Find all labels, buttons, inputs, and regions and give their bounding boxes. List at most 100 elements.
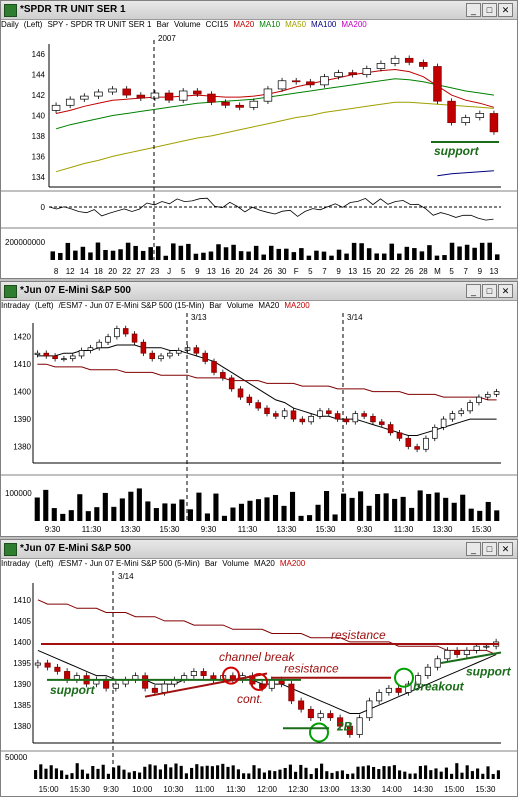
candle-bar bbox=[114, 328, 120, 338]
maximize-button[interactable]: □ bbox=[482, 284, 497, 298]
chart-app-icon bbox=[4, 543, 17, 556]
volume-bar bbox=[145, 501, 151, 521]
candle-bar bbox=[122, 88, 131, 96]
volume-bar bbox=[132, 771, 136, 779]
x-tick-label: J bbox=[167, 267, 171, 276]
candle-bar bbox=[273, 413, 279, 417]
y-tick-label: 140 bbox=[32, 112, 46, 121]
volume-bar bbox=[496, 770, 500, 779]
volume-bar bbox=[201, 252, 206, 260]
volume-bar bbox=[51, 508, 57, 521]
title-bar[interactable]: *Jun 07 E-Mini S&P 500 _ □ ✕ bbox=[1, 540, 517, 559]
candle-bar bbox=[361, 413, 367, 417]
volume-bar bbox=[374, 253, 379, 260]
volume-bar bbox=[264, 497, 270, 521]
candle-bar bbox=[64, 671, 71, 681]
x-tick-label: 9 bbox=[195, 267, 200, 276]
candle-bar bbox=[461, 117, 470, 123]
candle-bar bbox=[140, 341, 147, 354]
header-item: MA20 bbox=[233, 20, 255, 29]
volume-bar bbox=[476, 768, 480, 779]
highlight-circle bbox=[394, 667, 414, 688]
volume-bar bbox=[143, 766, 147, 779]
volume-bar bbox=[460, 494, 466, 521]
volume-bar bbox=[413, 773, 417, 779]
volume-bar bbox=[284, 248, 289, 260]
title-bar[interactable]: *Jun 07 E-Mini S&P 500 _ □ ✕ bbox=[1, 282, 517, 301]
y-tick-label: 1390 bbox=[13, 415, 31, 424]
y-tick-label: 134 bbox=[32, 173, 46, 182]
candle-bar bbox=[370, 415, 376, 423]
maximize-button[interactable]: □ bbox=[482, 3, 497, 17]
volume-bar bbox=[221, 763, 225, 779]
candle-bar bbox=[164, 92, 174, 101]
y-tick-label: 1390 bbox=[13, 680, 31, 689]
close-button[interactable]: ✕ bbox=[498, 3, 513, 17]
volume-bar bbox=[103, 249, 108, 260]
candle-bar bbox=[419, 62, 428, 67]
candle-bar bbox=[69, 355, 76, 360]
candle-bar bbox=[395, 687, 402, 693]
candle-bar bbox=[326, 410, 332, 414]
volume-bar bbox=[75, 763, 79, 779]
candle-bar bbox=[184, 347, 191, 351]
volume-tick-label: 200000000 bbox=[5, 238, 46, 247]
chart-header: Intraday (Left) /ESM7 - Jun 07 E-Mini S&P … bbox=[1, 559, 517, 571]
minimize-button[interactable]: _ bbox=[466, 542, 481, 556]
volume-bar bbox=[163, 255, 169, 260]
volume-bar bbox=[80, 246, 86, 260]
close-button[interactable]: ✕ bbox=[498, 542, 513, 556]
x-tick-label: 9:30 bbox=[201, 525, 217, 534]
header-item: Bar bbox=[209, 301, 222, 310]
volume-bar bbox=[133, 245, 138, 260]
candle-bar bbox=[447, 100, 456, 123]
x-tick-label: 13 bbox=[348, 267, 357, 276]
volume-bar bbox=[272, 494, 279, 521]
candle-bar bbox=[415, 675, 422, 685]
candle-bar bbox=[299, 418, 306, 423]
x-tick-label: 15:30 bbox=[475, 785, 496, 794]
volume-bar bbox=[283, 767, 287, 779]
es-5min-chart[interactable]: 1410 1405 1400 1395 1390 1385 1380 3/14 resistan… bbox=[1, 571, 517, 796]
es-15min-chart[interactable]: 1420 1410 1400 1390 1380 3/13 3/14 100000 9:30 11… bbox=[1, 313, 517, 536]
title-bar[interactable]: *SPDR TR UNIT SER 1 _ □ ✕ bbox=[1, 1, 517, 20]
close-button[interactable]: ✕ bbox=[498, 284, 513, 298]
x-tick-label: 9:30 bbox=[357, 525, 373, 534]
volume-bar bbox=[361, 766, 365, 779]
minimize-button[interactable]: _ bbox=[466, 284, 481, 298]
candle-bar bbox=[334, 413, 341, 420]
volume-bar bbox=[329, 255, 334, 260]
volume-bar bbox=[88, 252, 93, 260]
chart-header: Daily (Left) SPY - SPDR TR UNIT SER 1 Bar Vo… bbox=[1, 20, 517, 32]
volume-bar bbox=[434, 255, 440, 260]
volume-bar bbox=[324, 491, 330, 521]
candle-bar bbox=[473, 645, 480, 651]
channel-break-annotation: channel break bbox=[219, 650, 295, 664]
volume-bar bbox=[205, 765, 209, 779]
volume-bar bbox=[231, 244, 236, 260]
x-tick-label: 11:00 bbox=[195, 785, 215, 794]
ma-line bbox=[55, 78, 494, 130]
volume-bar bbox=[387, 766, 391, 779]
volume-bar bbox=[397, 253, 402, 260]
volume-bar bbox=[70, 773, 74, 779]
volume-bar bbox=[184, 773, 188, 779]
volume-bar bbox=[54, 768, 58, 779]
resistance-annotation: resistance bbox=[284, 662, 339, 676]
minimize-button[interactable]: _ bbox=[466, 3, 481, 17]
spy-chart[interactable]: 1461441421401381361342007support02000000… bbox=[1, 32, 517, 278]
volume-bar bbox=[247, 773, 251, 779]
volume-bar bbox=[321, 251, 327, 260]
volume-bar bbox=[409, 507, 415, 521]
x-tick-label: 13:30 bbox=[276, 525, 297, 534]
x-tick-label: 15:00 bbox=[39, 785, 60, 794]
candle-bar bbox=[94, 91, 103, 97]
candle-bar bbox=[434, 658, 441, 668]
maximize-button[interactable]: □ bbox=[482, 542, 497, 556]
x-tick-label: 20 bbox=[235, 267, 244, 276]
highlight-circle bbox=[222, 666, 240, 685]
volume-bar bbox=[299, 764, 303, 779]
candle-bar bbox=[235, 104, 244, 108]
x-tick-label: 12:30 bbox=[288, 785, 309, 794]
x-tick-label: 15:00 bbox=[444, 785, 465, 794]
